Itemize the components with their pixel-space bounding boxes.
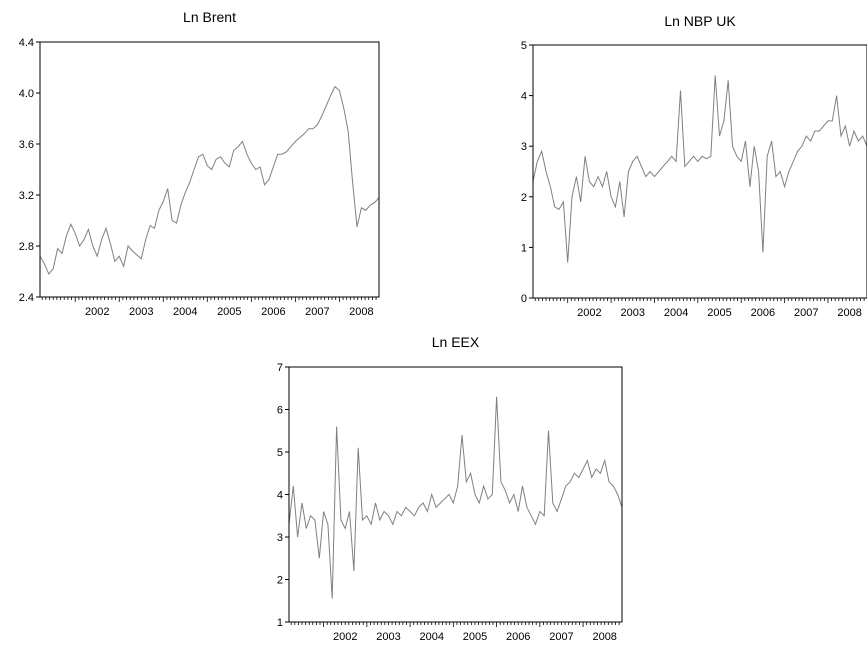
x-tick-label: 2005	[463, 631, 487, 643]
y-tick-label: 2	[277, 575, 283, 587]
x-tick-label: 2002	[577, 307, 601, 319]
x-tick-label: 2004	[419, 631, 443, 643]
x-tick-label: 2002	[85, 306, 109, 318]
x-tick-label: 2007	[549, 631, 573, 643]
y-tick-label: 3.6	[19, 139, 34, 151]
plot-frame	[532, 44, 867, 299]
x-tick-label: 2008	[592, 631, 616, 643]
plot-frame	[39, 41, 380, 298]
x-tick-label: 2003	[621, 307, 645, 319]
x-tick-label: 2008	[837, 307, 861, 319]
y-tick-label: 4	[521, 91, 527, 103]
chart-title: Ln EEX	[432, 334, 480, 350]
chart-title: Ln Brent	[183, 9, 236, 25]
y-tick-label: 1	[277, 617, 283, 629]
x-tick-label: 2006	[751, 307, 775, 319]
y-tick-label: 0	[521, 293, 527, 305]
y-tick-label: 1	[521, 242, 527, 254]
y-tick-label: 4.0	[19, 88, 34, 100]
y-tick-label: 2.4	[19, 292, 34, 304]
y-tick-label: 5	[277, 447, 283, 459]
x-tick-label: 2004	[664, 307, 688, 319]
chart-panel-eex: Ln EEX 1 2 3 4 5 6 7 2002 2003 2004 2005 2006 2007 200…	[277, 334, 623, 643]
series-line	[532, 75, 867, 263]
y-tick-label: 3	[277, 532, 283, 544]
x-tick-label: 2006	[506, 631, 530, 643]
y-tick-label: 4	[277, 490, 283, 502]
chart-title: Ln NBP UK	[664, 13, 736, 29]
x-tick-label: 2005	[217, 306, 241, 318]
y-tick-label: 3	[521, 141, 527, 153]
x-tick-label: 2006	[261, 306, 285, 318]
y-tick-label: 7	[277, 362, 283, 374]
x-tick-label: 2002	[333, 631, 357, 643]
y-tick-label: 2	[521, 192, 527, 204]
y-tick-label: 4.4	[19, 37, 34, 49]
chart-panel-brent: Ln Brent 2.4 2.8 3.2 3.6 4.0 4.4 2002 2003 2004 20…	[19, 9, 380, 318]
chart-panel-nbp: Ln NBP UK 0 1 2 3 4 5 2002 2003 2004 2005 2006 2007 2…	[521, 13, 867, 319]
x-tick-label: 2003	[129, 306, 153, 318]
x-tick-label: 2007	[794, 307, 818, 319]
y-tick-label: 3.2	[19, 190, 34, 202]
x-tick-label: 2007	[305, 306, 329, 318]
x-tick-label: 2008	[349, 306, 373, 318]
y-tick-label: 6	[277, 405, 283, 417]
x-tick-label: 2004	[173, 306, 197, 318]
y-tick-label: 5	[521, 40, 527, 52]
x-tick-label: 2005	[707, 307, 731, 319]
series-line	[288, 396, 623, 599]
y-tick-label: 2.8	[19, 241, 34, 253]
series-line	[39, 85, 380, 275]
x-tick-label: 2003	[376, 631, 400, 643]
